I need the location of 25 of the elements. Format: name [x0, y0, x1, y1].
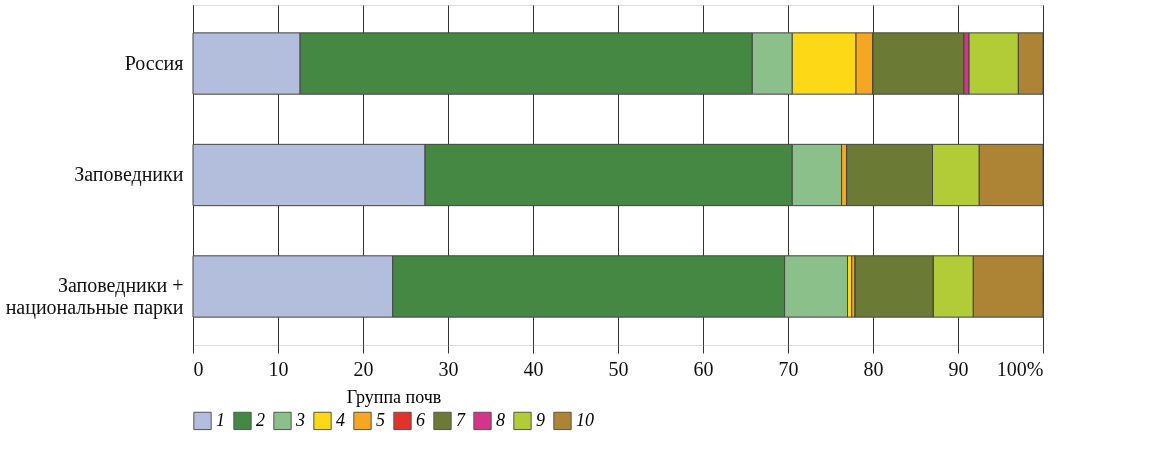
- x-tick-label: 50: [608, 357, 629, 380]
- x-tick-label: 20: [353, 357, 374, 380]
- x-tick-label: 80: [863, 357, 884, 380]
- legend-label: 5: [376, 409, 385, 430]
- legend-title: Группа почв: [346, 387, 442, 407]
- legend-label: 9: [536, 409, 545, 430]
- legend-label: 3: [295, 409, 305, 430]
- legend-label: 7: [456, 409, 466, 430]
- legend-label: 4: [336, 409, 345, 430]
- y-tick-label: Россия: [124, 51, 184, 74]
- y-tick-label: Заповедники + национальные парки: [5, 274, 184, 320]
- legend-label: 10: [576, 409, 594, 430]
- x-tick-label: 10: [268, 357, 289, 380]
- x-tick-label: 90: [948, 357, 969, 380]
- x-tick-label: 100%: [996, 357, 1044, 380]
- x-tick-label: 70: [778, 357, 799, 380]
- legend-label: 6: [416, 409, 425, 430]
- x-tick-label: 60: [693, 357, 714, 380]
- y-tick-label: Заповедники: [74, 163, 184, 186]
- x-tick-label: 0: [193, 357, 204, 380]
- x-tick-label: 40: [523, 357, 544, 380]
- legend-label: 1: [216, 409, 225, 430]
- x-tick-label: 30: [438, 357, 459, 380]
- legend-label: 2: [256, 409, 265, 430]
- legend-label: 8: [496, 409, 505, 430]
